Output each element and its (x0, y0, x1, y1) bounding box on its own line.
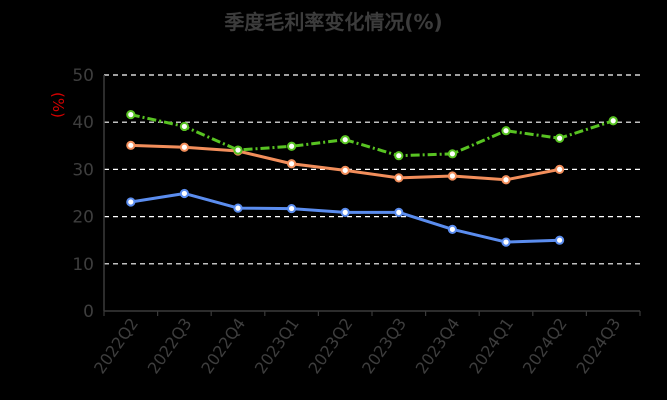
data-point (179, 121, 189, 132)
data-point (555, 164, 565, 174)
data-point (447, 224, 457, 234)
x-tick-label: 2023Q2 (304, 314, 356, 377)
data-point (287, 141, 297, 151)
data-point (126, 110, 136, 120)
data-point (179, 142, 189, 152)
data-point (501, 126, 511, 136)
x-tick-label: 2022Q3 (144, 314, 196, 377)
data-point (394, 173, 404, 183)
y-tick-label: 50 (72, 66, 94, 86)
x-tick-label: 2024Q1 (465, 314, 517, 377)
data-point (501, 237, 511, 247)
data-point (340, 135, 350, 145)
y-tick-label: 30 (72, 160, 94, 180)
data-point (233, 145, 243, 155)
y-tick-label: 20 (72, 208, 94, 228)
y-axis-label: (%) (49, 92, 67, 118)
data-point (340, 165, 350, 175)
data-point (287, 203, 297, 214)
data-point (555, 235, 565, 245)
data-point (126, 140, 136, 150)
y-tick-label: 10 (72, 255, 94, 275)
data-point (126, 197, 136, 207)
y-tick-label: 0 (83, 302, 94, 322)
data-point (447, 149, 457, 159)
data-point (608, 116, 618, 126)
x-tick-label: 2024Q2 (519, 314, 571, 377)
data-point (340, 207, 350, 217)
series-line (130, 113, 614, 158)
x-tick-label: 2022Q4 (197, 314, 249, 377)
x-tick-label: 2023Q3 (358, 314, 410, 377)
data-point (394, 207, 404, 217)
x-tick-label: 2024Q3 (572, 314, 624, 377)
data-point (179, 188, 189, 199)
series-line (130, 191, 560, 244)
data-point (555, 133, 565, 143)
data-point (501, 175, 511, 185)
data-point (233, 203, 243, 213)
x-tick-label: 2023Q1 (251, 314, 303, 377)
x-tick-label: 2023Q4 (412, 314, 464, 377)
data-point (394, 151, 404, 161)
data-point (287, 159, 297, 169)
x-tick-label: 2022Q2 (90, 314, 142, 377)
y-tick-label: 40 (72, 113, 94, 133)
data-point (447, 171, 457, 181)
chart-title: 季度毛利率变化情况(%) (224, 10, 443, 34)
